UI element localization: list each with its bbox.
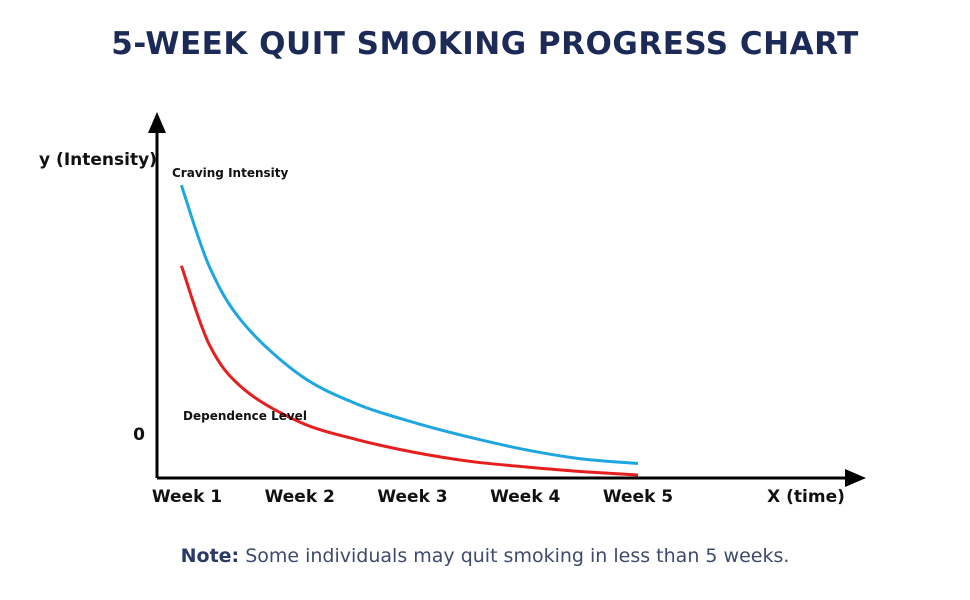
x-tick-label-1: Week 1 (152, 487, 222, 507)
x-tick-label-4: Week 4 (490, 487, 560, 507)
x-tick-label-5: Week 5 (603, 487, 673, 507)
series-label-dependence: Dependence Level (183, 409, 307, 423)
chart-title: 5-WEEK QUIT SMOKING PROGRESS CHART (111, 26, 859, 62)
note-label: Note: (180, 545, 240, 567)
y-tick-label-0: 0 (133, 425, 145, 445)
y-axis-label: y (Intensity) (39, 150, 157, 170)
series-line-dependence (179, 265, 639, 477)
y-axis-arrow (148, 112, 166, 133)
series-lines (179, 184, 639, 477)
note-text: Some individuals may quit smoking in les… (245, 545, 790, 567)
series-line-craving (179, 184, 639, 465)
series-label-craving: Craving Intensity (172, 166, 288, 180)
x-axis-arrow (845, 469, 866, 487)
footnote: Note: Some individuals may quit smoking … (0, 545, 970, 567)
x-tick-label-2: Week 2 (265, 487, 335, 507)
axes (148, 112, 866, 487)
x-axis-label: X (time) (767, 487, 845, 507)
x-tick-labels: Week 1 Week 2 Week 3 Week 4 Week 5 (152, 487, 673, 507)
x-tick-label-3: Week 3 (377, 487, 447, 507)
